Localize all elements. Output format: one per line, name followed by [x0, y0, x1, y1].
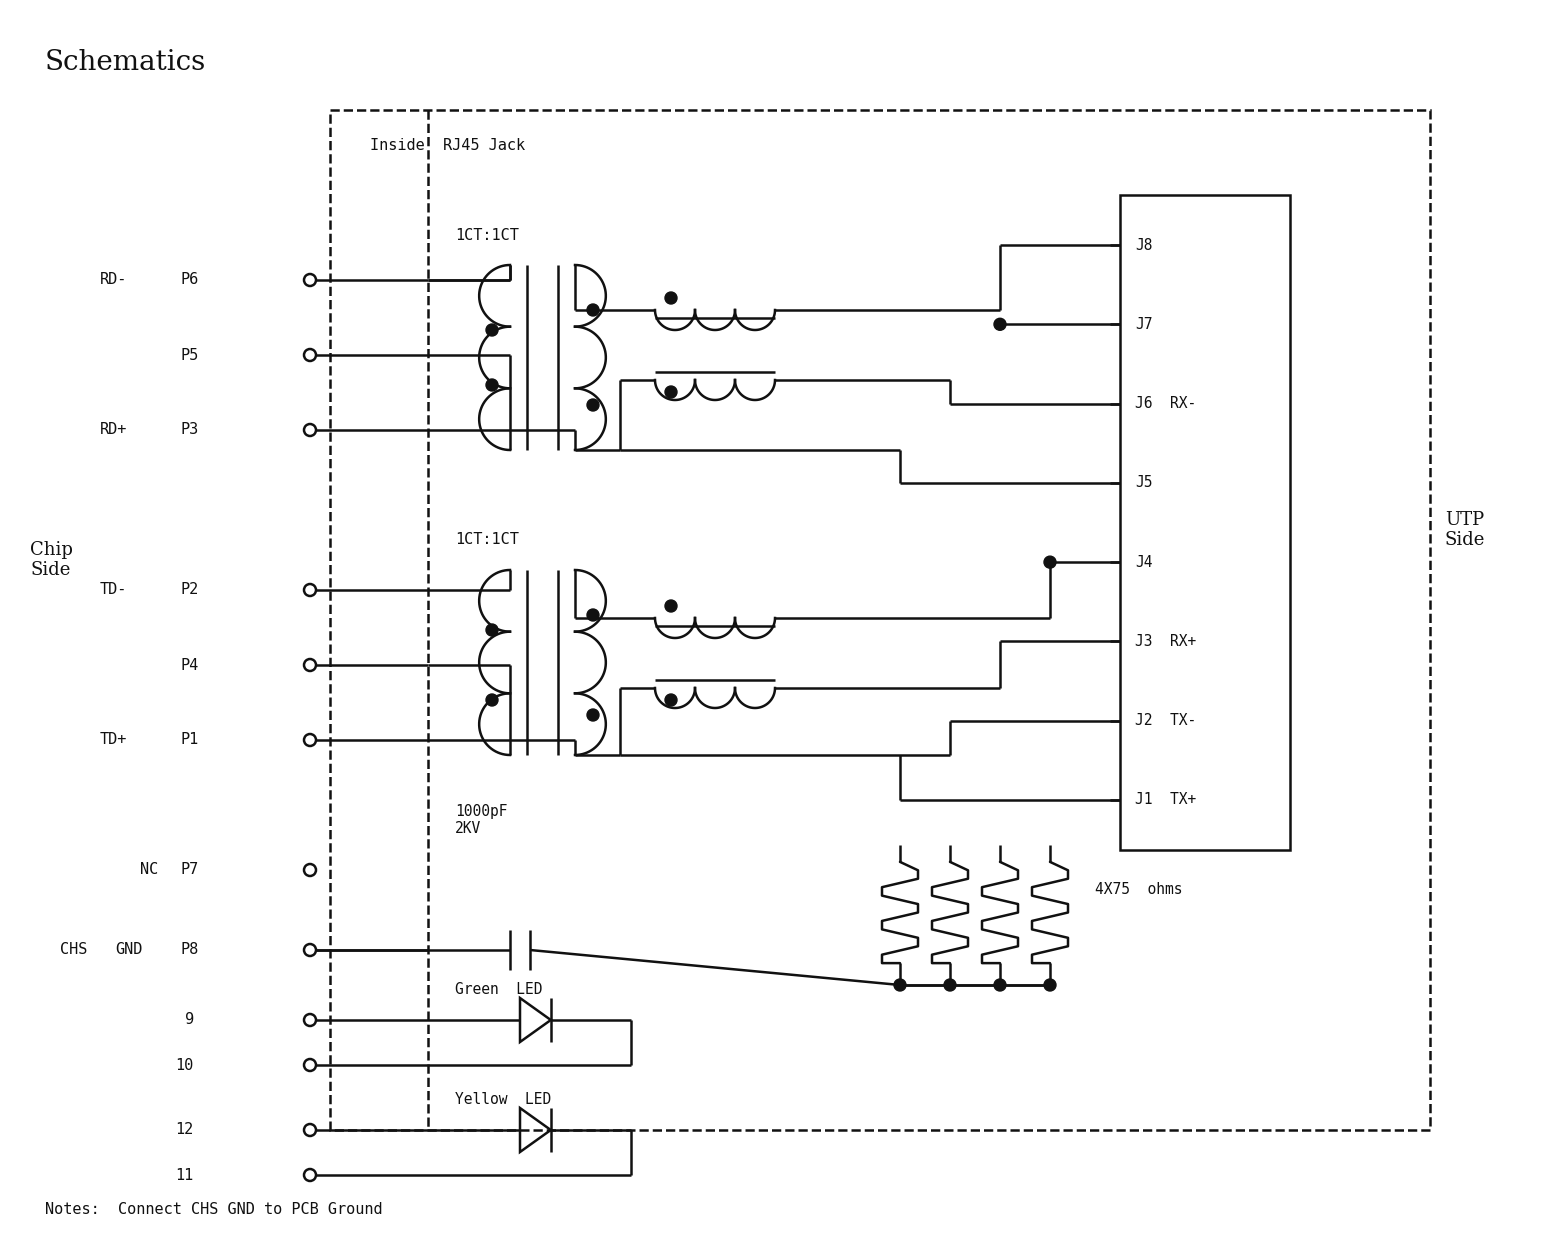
Circle shape — [1043, 556, 1056, 568]
Text: P5: P5 — [180, 347, 198, 362]
Text: J3  RX+: J3 RX+ — [1136, 635, 1196, 648]
Circle shape — [305, 1169, 316, 1181]
Text: Inside  RJ45 Jack: Inside RJ45 Jack — [370, 138, 525, 153]
Text: Yellow  LED: Yellow LED — [455, 1092, 551, 1107]
Text: Chip
Side: Chip Side — [30, 540, 73, 579]
Circle shape — [587, 399, 598, 411]
Text: J5: J5 — [1136, 475, 1153, 490]
Circle shape — [1043, 979, 1056, 991]
Text: TD+: TD+ — [100, 732, 128, 747]
Text: 1CT:1CT: 1CT:1CT — [455, 533, 519, 548]
Text: NC: NC — [141, 863, 158, 878]
Text: J7: J7 — [1136, 317, 1153, 332]
Circle shape — [305, 1124, 316, 1136]
Circle shape — [943, 979, 956, 991]
Circle shape — [587, 709, 598, 721]
Text: J6  RX-: J6 RX- — [1136, 396, 1196, 411]
Text: Green  LED: Green LED — [455, 982, 542, 997]
Circle shape — [305, 864, 316, 877]
Circle shape — [305, 424, 316, 436]
Circle shape — [305, 349, 316, 361]
Circle shape — [893, 979, 906, 991]
Circle shape — [486, 693, 498, 706]
Text: CHS: CHS — [59, 943, 87, 958]
Text: J4: J4 — [1136, 554, 1153, 569]
Text: 1CT:1CT: 1CT:1CT — [455, 227, 519, 242]
Circle shape — [305, 275, 316, 286]
Circle shape — [486, 624, 498, 636]
Text: GND: GND — [116, 943, 142, 958]
Text: TD-: TD- — [100, 583, 128, 597]
Circle shape — [305, 660, 316, 671]
Text: J8: J8 — [1136, 237, 1153, 252]
Text: 9: 9 — [184, 1012, 194, 1027]
Text: P6: P6 — [180, 272, 198, 287]
Text: P7: P7 — [180, 863, 198, 878]
Bar — [1120, 196, 1290, 850]
Circle shape — [305, 944, 316, 956]
Text: Notes:  Connect CHS GND to PCB Ground: Notes: Connect CHS GND to PCB Ground — [45, 1203, 383, 1218]
Circle shape — [993, 319, 1006, 330]
Text: 11: 11 — [175, 1167, 194, 1183]
Text: P8: P8 — [180, 943, 198, 958]
Circle shape — [665, 386, 676, 398]
Circle shape — [665, 292, 676, 303]
Text: RD+: RD+ — [100, 423, 128, 438]
Circle shape — [305, 1058, 316, 1071]
Circle shape — [665, 599, 676, 612]
Text: P1: P1 — [180, 732, 198, 747]
Text: 4X75  ohms: 4X75 ohms — [1095, 883, 1182, 898]
Circle shape — [665, 693, 676, 706]
Text: Schematics: Schematics — [45, 49, 206, 75]
Text: 12: 12 — [175, 1122, 194, 1137]
Text: P2: P2 — [180, 583, 198, 597]
Text: RD-: RD- — [100, 272, 128, 287]
Text: J2  TX-: J2 TX- — [1136, 714, 1196, 729]
Circle shape — [993, 979, 1006, 991]
Circle shape — [305, 1014, 316, 1026]
Text: 1000pF
2KV: 1000pF 2KV — [455, 804, 508, 836]
Text: J1  TX+: J1 TX+ — [1136, 793, 1196, 808]
Bar — [330, 110, 1429, 1130]
Circle shape — [305, 584, 316, 596]
Text: P4: P4 — [180, 657, 198, 672]
Text: P3: P3 — [180, 423, 198, 438]
Text: 10: 10 — [175, 1057, 194, 1072]
Circle shape — [486, 324, 498, 336]
Circle shape — [587, 609, 598, 621]
Text: UTP
Side: UTP Side — [1445, 510, 1485, 549]
Circle shape — [305, 734, 316, 746]
Circle shape — [587, 303, 598, 316]
Circle shape — [486, 379, 498, 391]
